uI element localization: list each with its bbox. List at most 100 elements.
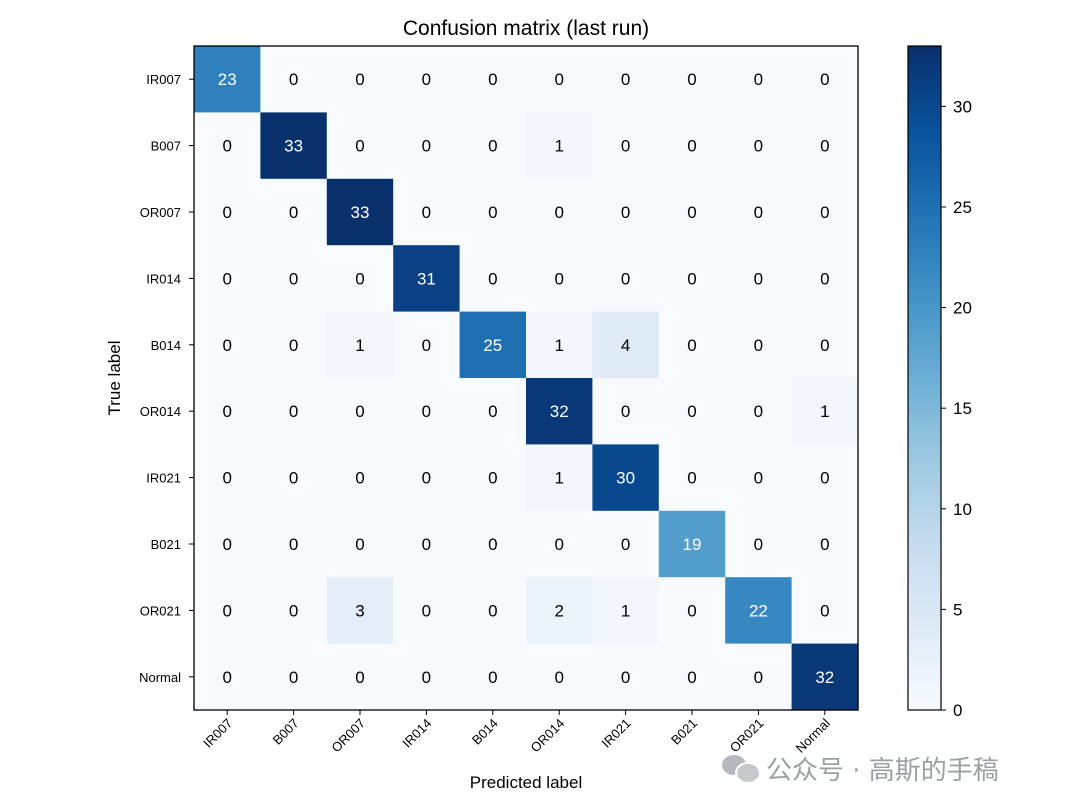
cell-value-label: 0 bbox=[687, 269, 696, 288]
cell-value-label: 0 bbox=[289, 535, 298, 554]
matrix-cell bbox=[260, 311, 328, 379]
matrix-cell bbox=[791, 510, 859, 578]
matrix-cell bbox=[459, 643, 527, 711]
y-tick-label: IR021 bbox=[146, 471, 181, 486]
y-tick-label: B014 bbox=[151, 338, 181, 353]
cell-value-label: 0 bbox=[687, 402, 696, 421]
x-tick-label: B007 bbox=[270, 716, 302, 748]
matrix-cell bbox=[658, 643, 726, 711]
cell-value-label: 0 bbox=[554, 203, 563, 222]
x-tick-label: OR007 bbox=[328, 716, 368, 756]
matrix-cell bbox=[393, 112, 461, 180]
cell-value-label: 0 bbox=[289, 203, 298, 222]
cell-value-label: 1 bbox=[820, 402, 829, 421]
matrix-cell bbox=[194, 245, 261, 313]
cell-value-label: 32 bbox=[815, 668, 834, 687]
cell-value-label: 0 bbox=[289, 469, 298, 488]
matrix-cell bbox=[592, 112, 660, 180]
cell-value-label: 0 bbox=[820, 203, 829, 222]
colorbar-ticks: 0 5 10 15 20 25 30 bbox=[941, 97, 972, 720]
colorbar-tick-label: 20 bbox=[953, 299, 972, 318]
colorbar-tick-label: 30 bbox=[953, 97, 972, 116]
matrix-cell bbox=[393, 510, 461, 578]
matrix-cell bbox=[526, 178, 593, 246]
cell-value-label: 0 bbox=[422, 137, 431, 156]
matrix-cell bbox=[791, 178, 859, 246]
matrix-cell bbox=[260, 643, 328, 711]
matrix-cell bbox=[326, 46, 394, 113]
cell-value-label: 0 bbox=[687, 137, 696, 156]
cell-value-label: 25 bbox=[483, 336, 502, 355]
matrix-cell bbox=[725, 643, 793, 711]
cell-value-label: 30 bbox=[616, 469, 635, 488]
matrix-cell bbox=[393, 46, 461, 113]
watermark-text: 公众号 · 高斯的手稿 bbox=[766, 755, 999, 786]
cell-value-label: 0 bbox=[488, 137, 497, 156]
x-axis-label: Predicted label bbox=[470, 773, 582, 792]
colorbar bbox=[907, 45, 942, 711]
cell-value-label: 0 bbox=[754, 203, 763, 222]
cell-value-label: 0 bbox=[621, 203, 630, 222]
matrix-cell bbox=[725, 378, 793, 445]
cell-value-label: 0 bbox=[820, 137, 829, 156]
matrix-cell bbox=[326, 112, 394, 180]
cell-value-label: 0 bbox=[820, 535, 829, 554]
cell-value-label: 0 bbox=[687, 601, 696, 620]
cell-value-label: 0 bbox=[621, 137, 630, 156]
matrix-cell bbox=[592, 178, 660, 246]
matrix-cell bbox=[526, 510, 593, 578]
cell-value-label: 0 bbox=[554, 668, 563, 687]
x-tick-label: IR014 bbox=[399, 716, 434, 751]
cell-value-label: 0 bbox=[355, 535, 364, 554]
matrix-cell bbox=[725, 245, 793, 313]
matrix-cell bbox=[526, 112, 593, 180]
x-tick-label: B021 bbox=[668, 716, 700, 748]
matrix-cell bbox=[592, 46, 660, 113]
y-tick-label: IR007 bbox=[146, 72, 181, 87]
matrix-cell bbox=[194, 444, 261, 512]
y-tick-label: OR007 bbox=[140, 205, 181, 220]
cell-value-label: 0 bbox=[687, 203, 696, 222]
x-tick-label: IR021 bbox=[599, 716, 634, 751]
cell-value-label: 0 bbox=[754, 137, 763, 156]
matrix-cell bbox=[393, 245, 461, 313]
matrix-cell bbox=[393, 444, 461, 512]
cell-value-label: 0 bbox=[687, 668, 696, 687]
cell-value-label: 0 bbox=[820, 469, 829, 488]
matrix-cell bbox=[791, 112, 859, 180]
cell-value-label: 22 bbox=[749, 601, 768, 620]
cell-value-label: 0 bbox=[488, 269, 497, 288]
matrix-cell bbox=[658, 378, 726, 445]
matrix-cell bbox=[326, 643, 394, 711]
colorbar-tick-label: 25 bbox=[953, 198, 972, 217]
cell-value-label: 0 bbox=[355, 269, 364, 288]
matrix-cell bbox=[326, 245, 394, 313]
matrix-cell bbox=[725, 510, 793, 578]
cell-value-label: 0 bbox=[422, 535, 431, 554]
cell-value-label: 0 bbox=[488, 469, 497, 488]
cell-value-label: 0 bbox=[687, 336, 696, 355]
cell-value-label: 0 bbox=[289, 402, 298, 421]
y-tick-label: B021 bbox=[151, 537, 181, 552]
matrix-cell bbox=[194, 112, 261, 180]
cell-value-label: 0 bbox=[488, 203, 497, 222]
matrix-cell bbox=[592, 311, 660, 379]
cell-value-label: 0 bbox=[422, 336, 431, 355]
matrix-cell bbox=[459, 245, 527, 313]
matrix-cell bbox=[194, 577, 261, 645]
cell-value-label: 2 bbox=[554, 601, 563, 620]
matrix-cells: 23 0 0 0 0 0 0 0 0 00 33 0 0 0 1 0 0 0 00 0 33 0 0 0 0 0 0 00 0 0 31 0 0… bbox=[194, 46, 859, 711]
cell-value-label: 0 bbox=[754, 269, 763, 288]
matrix-cell bbox=[526, 577, 593, 645]
matrix-cell bbox=[260, 245, 328, 313]
cell-value-label: 0 bbox=[621, 668, 630, 687]
y-axis-label: True label bbox=[105, 341, 124, 416]
cell-value-label: 0 bbox=[687, 70, 696, 89]
cell-value-label: 31 bbox=[417, 269, 436, 288]
matrix-cell bbox=[459, 46, 527, 113]
cell-value-label: 1 bbox=[355, 336, 364, 355]
cell-value-label: 0 bbox=[621, 535, 630, 554]
matrix-cell bbox=[260, 577, 328, 645]
matrix-cell bbox=[459, 112, 527, 180]
cell-value-label: 33 bbox=[351, 203, 370, 222]
